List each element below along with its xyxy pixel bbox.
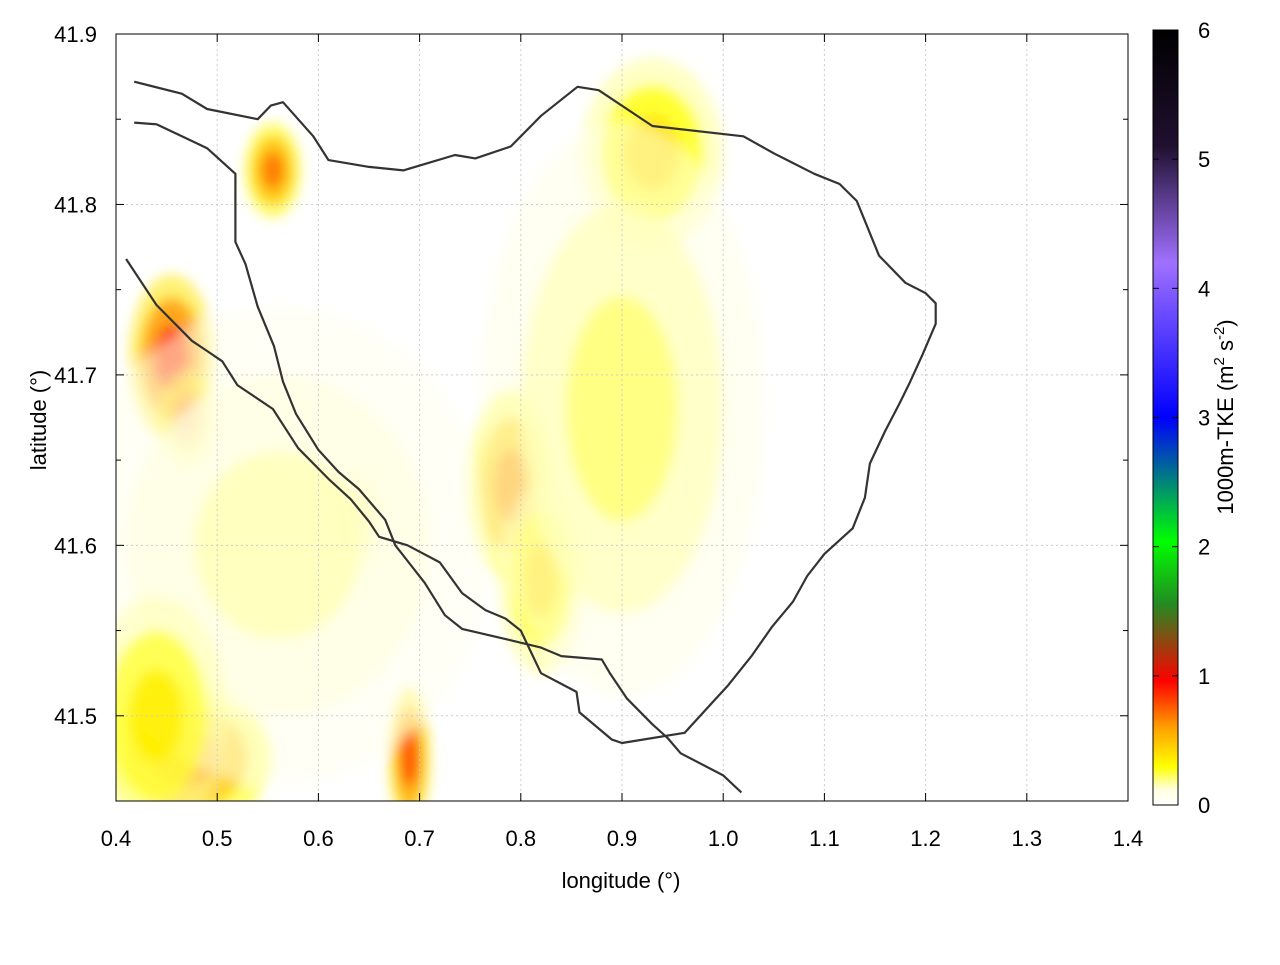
y-axis-title: latitude (°) xyxy=(26,370,51,471)
colorbar-tick-label: 5 xyxy=(1198,147,1210,172)
colorbar-title: 1000m-TKE (m2 s-2) xyxy=(1211,319,1238,514)
y-tick-label: 41.6 xyxy=(54,533,97,558)
x-tick-label: 0.5 xyxy=(202,826,233,851)
y-tick-label: 41.5 xyxy=(54,704,97,729)
colorbar-tick-label: 2 xyxy=(1198,535,1210,560)
y-tick-label: 41.8 xyxy=(54,192,97,217)
heat-hotspot-9 xyxy=(480,122,764,696)
terrain-contours xyxy=(125,80,937,794)
terrain-contour-0 xyxy=(125,80,937,745)
x-tick-label: 1.4 xyxy=(1113,826,1144,851)
colorbar-tick-label: 1 xyxy=(1198,664,1210,689)
x-axis-title: longitude (°) xyxy=(562,868,681,893)
colorbar-tick-label: 3 xyxy=(1198,406,1210,431)
x-tick-label: 0.8 xyxy=(506,826,537,851)
colorbar-tick-label: 0 xyxy=(1198,793,1210,818)
y-tick-label: 41.7 xyxy=(54,363,97,388)
heat-hotspot-2 xyxy=(244,122,302,219)
x-tick-label: 1.2 xyxy=(910,826,941,851)
x-tick-label: 0.6 xyxy=(303,826,334,851)
x-tick-label: 0.4 xyxy=(101,826,132,851)
y-axis-ticks: 41.5 41.6 41.7 41.8 41.9 xyxy=(54,22,1128,729)
y-tick-label: 41.9 xyxy=(54,22,97,47)
x-tick-label: 0.9 xyxy=(607,826,638,851)
terrain-contour-1 xyxy=(134,121,743,794)
colorbar-tick-label: 4 xyxy=(1198,276,1210,301)
x-tick-label: 1.1 xyxy=(809,826,840,851)
x-axis-ticks: 0.4 0.5 0.6 0.7 0.8 0.9 1.0 1.1 1.2 1.3 1.4 xyxy=(101,34,1144,851)
x-tick-label: 1.3 xyxy=(1012,826,1043,851)
colorbar: 0 1 2 3 4 5 6 1000m-TKE (m2 s-2) xyxy=(1152,18,1238,818)
colorbar-tick-label: 6 xyxy=(1198,18,1210,43)
grid-lines xyxy=(116,34,1128,801)
colorbar-ticks: 0 1 2 3 4 5 6 xyxy=(1153,18,1210,818)
x-tick-label: 0.7 xyxy=(404,826,435,851)
x-tick-label: 1.0 xyxy=(708,826,739,851)
